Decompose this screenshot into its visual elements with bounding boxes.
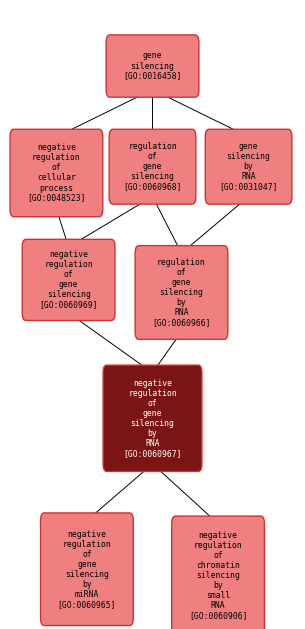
FancyBboxPatch shape: [109, 129, 196, 204]
FancyBboxPatch shape: [41, 513, 133, 625]
Text: negative
regulation
of
gene
silencing
by
RNA
[GO:0060967]: negative regulation of gene silencing by…: [123, 379, 182, 458]
FancyBboxPatch shape: [103, 365, 202, 472]
Text: negative
regulation
of
gene
silencing
[GO:0060969]: negative regulation of gene silencing [G…: [39, 250, 98, 309]
FancyBboxPatch shape: [106, 35, 199, 97]
FancyBboxPatch shape: [22, 239, 115, 320]
Text: gene
silencing
[GO:0016458]: gene silencing [GO:0016458]: [123, 52, 182, 81]
Text: regulation
of
gene
silencing
[GO:0060968]: regulation of gene silencing [GO:0060968…: [123, 142, 182, 191]
FancyBboxPatch shape: [10, 129, 103, 216]
FancyBboxPatch shape: [172, 516, 264, 629]
Text: regulation
of
gene
silencing
by
RNA
[GO:0060966]: regulation of gene silencing by RNA [GO:…: [152, 258, 211, 327]
Text: negative
regulation
of
gene
silencing
by
miRNA
[GO:0060965]: negative regulation of gene silencing by…: [58, 530, 116, 609]
FancyBboxPatch shape: [135, 245, 228, 340]
Text: gene
silencing
by
RNA
[GO:0031047]: gene silencing by RNA [GO:0031047]: [219, 142, 278, 191]
FancyBboxPatch shape: [205, 129, 292, 204]
Text: negative
regulation
of
chromatin
silencing
by
small
RNA
[GO:0060906]: negative regulation of chromatin silenci…: [189, 531, 247, 620]
Text: negative
regulation
of
cellular
process
[GO:0048523]: negative regulation of cellular process …: [27, 143, 86, 203]
